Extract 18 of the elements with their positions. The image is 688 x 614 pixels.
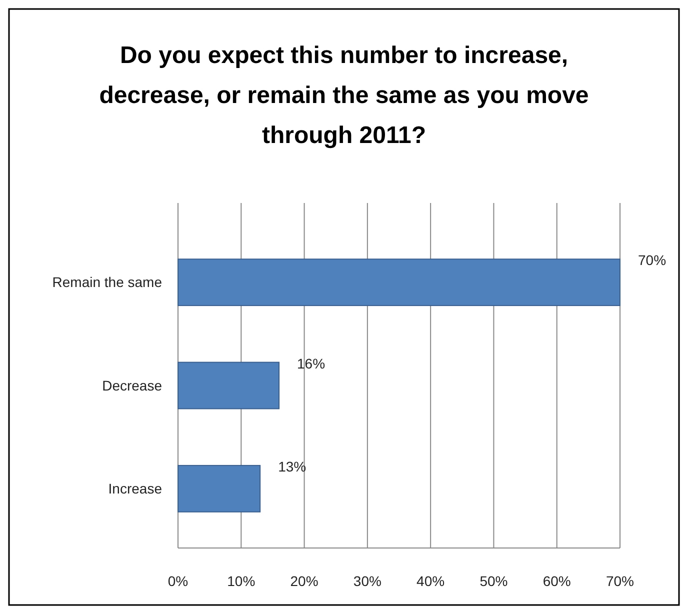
y-tick-label: Decrease: [102, 377, 162, 394]
chart-title: Do you expect this number to increase, decrease, or remain the same as you move through 2011?: [99, 42, 589, 149]
x-tick-label: 50%: [480, 573, 508, 589]
bar: [178, 464, 261, 512]
x-tick-label: 60%: [542, 573, 571, 589]
y-tick-label: Remain the same: [52, 274, 162, 290]
x-tick-label: 40%: [416, 573, 445, 589]
y-tick-label: Increase: [108, 480, 162, 497]
x-tick-label: 30%: [353, 573, 382, 589]
x-tick-label: 20%: [290, 573, 318, 589]
bar: [178, 258, 620, 306]
data-label: 16%: [297, 355, 326, 372]
x-tick-label: 10%: [227, 573, 256, 589]
data-label: 13%: [278, 458, 306, 474]
data-label: 70%: [638, 252, 666, 268]
x-tick-label: 70%: [606, 573, 634, 589]
x-tick-label: 0%: [168, 573, 188, 589]
bar: [178, 362, 280, 410]
